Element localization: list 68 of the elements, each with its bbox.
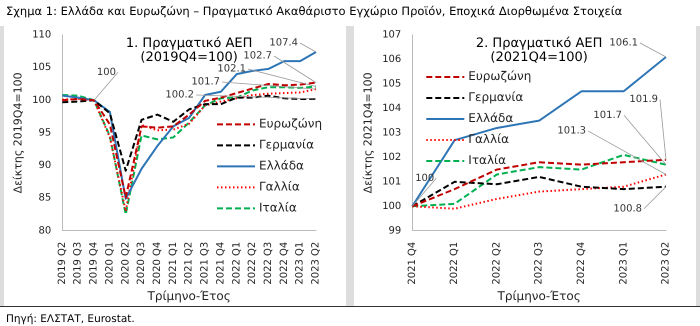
annotation: 102.7 xyxy=(243,50,272,62)
annotation: 100.8 xyxy=(613,203,642,214)
x-tick-label: 2022 Q4 xyxy=(278,242,290,285)
annotation: 101.9 xyxy=(629,94,658,106)
y-tick-label: 105 xyxy=(382,78,402,90)
y-tick-label: 110 xyxy=(32,30,52,41)
annotation: 100 xyxy=(96,66,116,78)
legend-label: Γερμανία xyxy=(259,137,314,152)
y-tick-label: 90 xyxy=(38,160,52,172)
y-tick-label: 100 xyxy=(32,94,52,106)
x-axis-title: Τρίμηνο-Έτος xyxy=(496,288,581,303)
text: Πηγή: ΕΛΣΤΑΤ, Eurostat. xyxy=(0,306,700,326)
x-tick-label: 2021 Q1 xyxy=(168,242,179,285)
legend-label: Γερμανία xyxy=(468,90,524,104)
x-tick-label: 2019 Q4 xyxy=(88,242,100,285)
y-tick-label: 102 xyxy=(382,152,402,163)
annotation: 102.1 xyxy=(217,64,246,75)
x-tick-label: 2022 Q2 xyxy=(491,242,502,285)
annotation: 101.7 xyxy=(191,76,220,88)
legend-label: Γαλλία xyxy=(259,179,300,194)
y-tick-label: 103 xyxy=(382,127,402,138)
x-tick-label: 2020 Q2 xyxy=(120,242,132,285)
x-tick-label: 2022 Q1 xyxy=(231,242,242,285)
y-tick-label: 107 xyxy=(382,30,402,41)
x-tick-label: 2020 Q1 xyxy=(104,242,116,285)
x-tick-label: 2022 Q4 xyxy=(576,242,588,285)
y-tick-label: 101 xyxy=(382,176,402,188)
x-tick-label: 2021 Q4 xyxy=(406,242,418,285)
x-tick-label: 2020 Q3 xyxy=(136,242,148,285)
legend-label: Ελλάδα xyxy=(468,111,514,126)
legend-label: Ευρωζώνη xyxy=(468,69,532,84)
x-tick-label: 2023 Q1 xyxy=(294,242,306,285)
x-tick-label: 2021 Q2 xyxy=(184,242,195,285)
legend-label: Γαλλία xyxy=(468,132,510,146)
x-tick-label: 2022 Q1 xyxy=(449,242,460,285)
x-tick-label: 2022 Q2 xyxy=(247,242,258,285)
x-tick-label: 2022 Q3 xyxy=(534,242,545,285)
x-tick-label: 2020 Q4 xyxy=(152,242,164,285)
x-tick-label: 2023 Q1 xyxy=(618,242,630,285)
annotation: 107.4 xyxy=(269,38,298,49)
x-axis-title: Τρίμηνο-Έτος xyxy=(146,288,231,303)
y-axis-title: Δείκτης 2021Q4=100 xyxy=(361,72,374,194)
y-tick-label: 100 xyxy=(382,200,402,212)
y-tick-label: 80 xyxy=(38,225,52,236)
x-tick-label: 2022 Q3 xyxy=(263,242,274,285)
legend-label: Ιταλία xyxy=(259,200,297,214)
annotation: 100.2 xyxy=(165,90,194,101)
y-tick-label: 85 xyxy=(38,192,52,204)
legend-label: Ευρωζώνη xyxy=(259,116,322,130)
x-tick-label: 2021 Q3 xyxy=(200,242,211,285)
annotation: 106.1 xyxy=(609,38,638,49)
x-tick-label: 2023 Q2 xyxy=(660,242,672,285)
y-tick-label: 105 xyxy=(32,62,52,74)
text: 2. Πραγματικό ΑΕΠ (2021Q4=100) xyxy=(476,36,602,65)
legend-label: Ιταλία xyxy=(468,153,506,168)
annotation: 101.3 xyxy=(557,126,586,137)
y-tick-label: 106 xyxy=(382,54,402,66)
x-tick-label: 2019 Q2 xyxy=(56,242,68,285)
text: Σχημα 1: Ελλάδα και Ευρωζώνη – Πραγματικό Ακαθάριστο Εγχώριο Προϊόν, Εποχικά Διορθωμένα Στοιχεία xyxy=(5,3,624,20)
x-tick-label: 2023 Q2 xyxy=(310,242,322,285)
x-tick-label: 2019 Q3 xyxy=(72,242,84,285)
y-tick-label: 95 xyxy=(38,127,52,138)
y-axis-title: Δείκτης 2019Q4=100 xyxy=(11,72,24,194)
x-tick-label: 2021 Q4 xyxy=(215,242,226,285)
annotation: 101.7 xyxy=(593,110,622,121)
y-tick-label: 104 xyxy=(382,102,402,114)
y-tick-label: 99 xyxy=(388,225,402,236)
legend-label: Ελλάδα xyxy=(259,158,304,172)
